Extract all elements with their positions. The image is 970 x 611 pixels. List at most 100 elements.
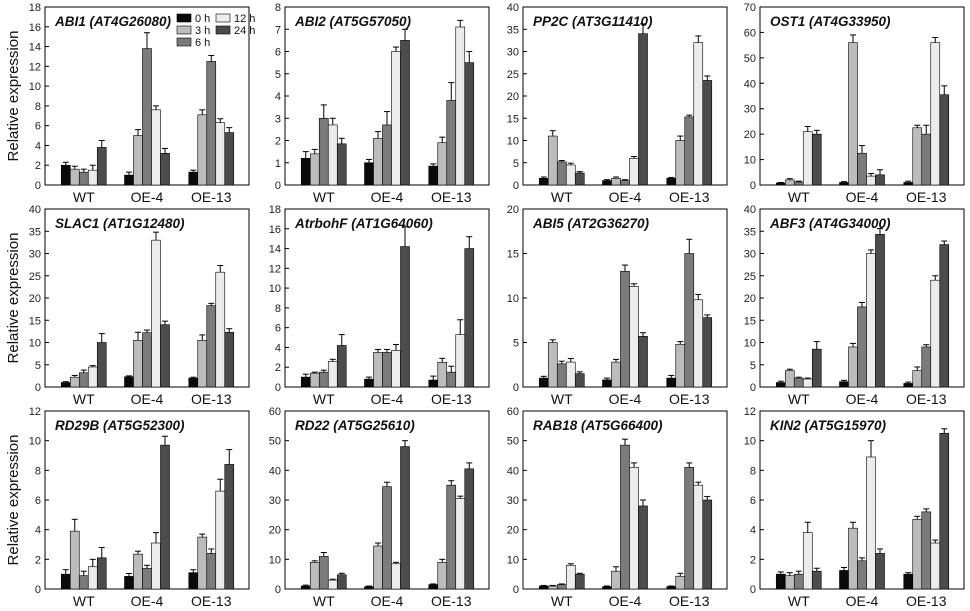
bar: [215, 122, 226, 186]
y-tick-label: 2: [35, 554, 41, 566]
bar: [428, 165, 439, 186]
y-tick-label: 5: [750, 360, 756, 372]
bar: [903, 182, 914, 186]
y-tick-label: 60: [269, 406, 281, 418]
y-tick-label: 16: [269, 224, 281, 236]
bar: [930, 542, 941, 590]
bar: [437, 361, 448, 388]
x-category-label: OE-4: [846, 593, 879, 609]
bar: [602, 586, 612, 590]
x-category-label: WT: [73, 391, 95, 407]
bar: [912, 518, 923, 590]
bar: [197, 114, 208, 186]
bar: [775, 573, 786, 590]
bar: [336, 574, 347, 590]
x-category-label: OE-4: [131, 593, 164, 609]
bar: [921, 133, 932, 186]
bar: [802, 131, 813, 186]
y-tick-label: 10: [744, 155, 756, 167]
bar: [547, 135, 558, 186]
y-tick-label: 50: [744, 53, 756, 65]
bar: [629, 158, 639, 186]
bar: [69, 168, 80, 186]
y-tick-label: 60: [507, 406, 519, 418]
bar: [547, 585, 558, 590]
panel-title: RD29B (AT5G52300): [55, 418, 185, 433]
bar: [565, 564, 576, 590]
legend-label: 0 h: [195, 13, 210, 25]
bar: [364, 162, 374, 186]
bar: [793, 573, 804, 590]
y-tick-label: 30: [269, 495, 281, 507]
y-axis-label: Relative expression: [5, 31, 22, 162]
panel-7: 0 5 10 15 20 25 30 35 40 ABF3 (AT4G34000) WT OE-4 OE…: [744, 204, 965, 407]
y-tick-label: 15: [29, 315, 41, 327]
bar: [151, 109, 161, 186]
bar: [309, 153, 320, 186]
y-tick-label: 1: [275, 158, 281, 170]
y-tick-label: 4: [275, 342, 281, 354]
x-category-label: OE-13: [191, 593, 232, 609]
bar: [784, 179, 795, 186]
y-tick-label: 12: [269, 263, 281, 275]
y-tick-label: 30: [744, 104, 756, 116]
bar: [848, 527, 858, 590]
y-tick-label: 10: [507, 293, 519, 305]
bar: [839, 570, 849, 590]
x-category-label: OE-4: [609, 189, 642, 205]
y-tick-label: 40: [744, 78, 756, 90]
bar: [224, 464, 235, 590]
y-tick-label: 0: [275, 584, 281, 596]
bar: [318, 371, 329, 388]
x-category-label: OE-13: [431, 189, 472, 205]
bar: [556, 584, 567, 590]
bar: [875, 553, 885, 590]
bar: [811, 570, 822, 590]
bar: [939, 94, 950, 186]
bar: [142, 567, 152, 590]
x-category-label: OE-13: [669, 391, 710, 407]
bar: [702, 499, 713, 590]
bar: [336, 345, 347, 388]
y-tick-label: 5: [513, 338, 519, 350]
bar: [784, 370, 795, 388]
bar: [96, 557, 107, 590]
bar: [638, 505, 648, 590]
bar: [574, 573, 585, 590]
panel-4: 0 5 10 15 20 25 30 35 40 SLAC1 (AT1G12480) WT OE-4 O…: [29, 204, 250, 407]
y-tick-label: 0: [750, 584, 756, 596]
y-tick-label: 25: [744, 271, 756, 283]
bar: [206, 553, 217, 590]
bar: [455, 26, 466, 186]
y-tick-label: 10: [507, 554, 519, 566]
bar: [428, 584, 439, 590]
y-tick-label: 6: [275, 323, 281, 335]
bar: [160, 444, 170, 590]
bar: [391, 350, 401, 388]
y-tick-label: 10: [269, 283, 281, 295]
y-tick-label: 20: [744, 129, 756, 141]
y-tick-label: 2: [275, 136, 281, 148]
y-tick-label: 40: [269, 465, 281, 477]
x-category-label: OE-13: [431, 391, 472, 407]
bar: [693, 484, 704, 590]
bar: [839, 381, 849, 388]
bar: [547, 342, 558, 388]
bar: [124, 174, 134, 186]
bar: [96, 147, 107, 186]
y-tick-label: 5: [275, 69, 281, 81]
bar: [875, 174, 885, 186]
bar: [373, 352, 383, 388]
bar: [437, 561, 448, 590]
panel-title: RAB18 (AT5G66400): [533, 418, 663, 433]
panel-5: 0 2 4 6 8 10 12 14 16 18 AtrbohF (AT1G64060) WT OE-4…: [269, 204, 490, 407]
bar: [455, 334, 466, 388]
bar: [391, 563, 401, 590]
bar: [382, 486, 392, 590]
x-category-label: WT: [313, 189, 335, 205]
bar: [811, 348, 822, 388]
bar: [538, 178, 549, 186]
panel-title: OST1 (AT4G33950): [770, 14, 891, 29]
bar: [336, 143, 347, 186]
